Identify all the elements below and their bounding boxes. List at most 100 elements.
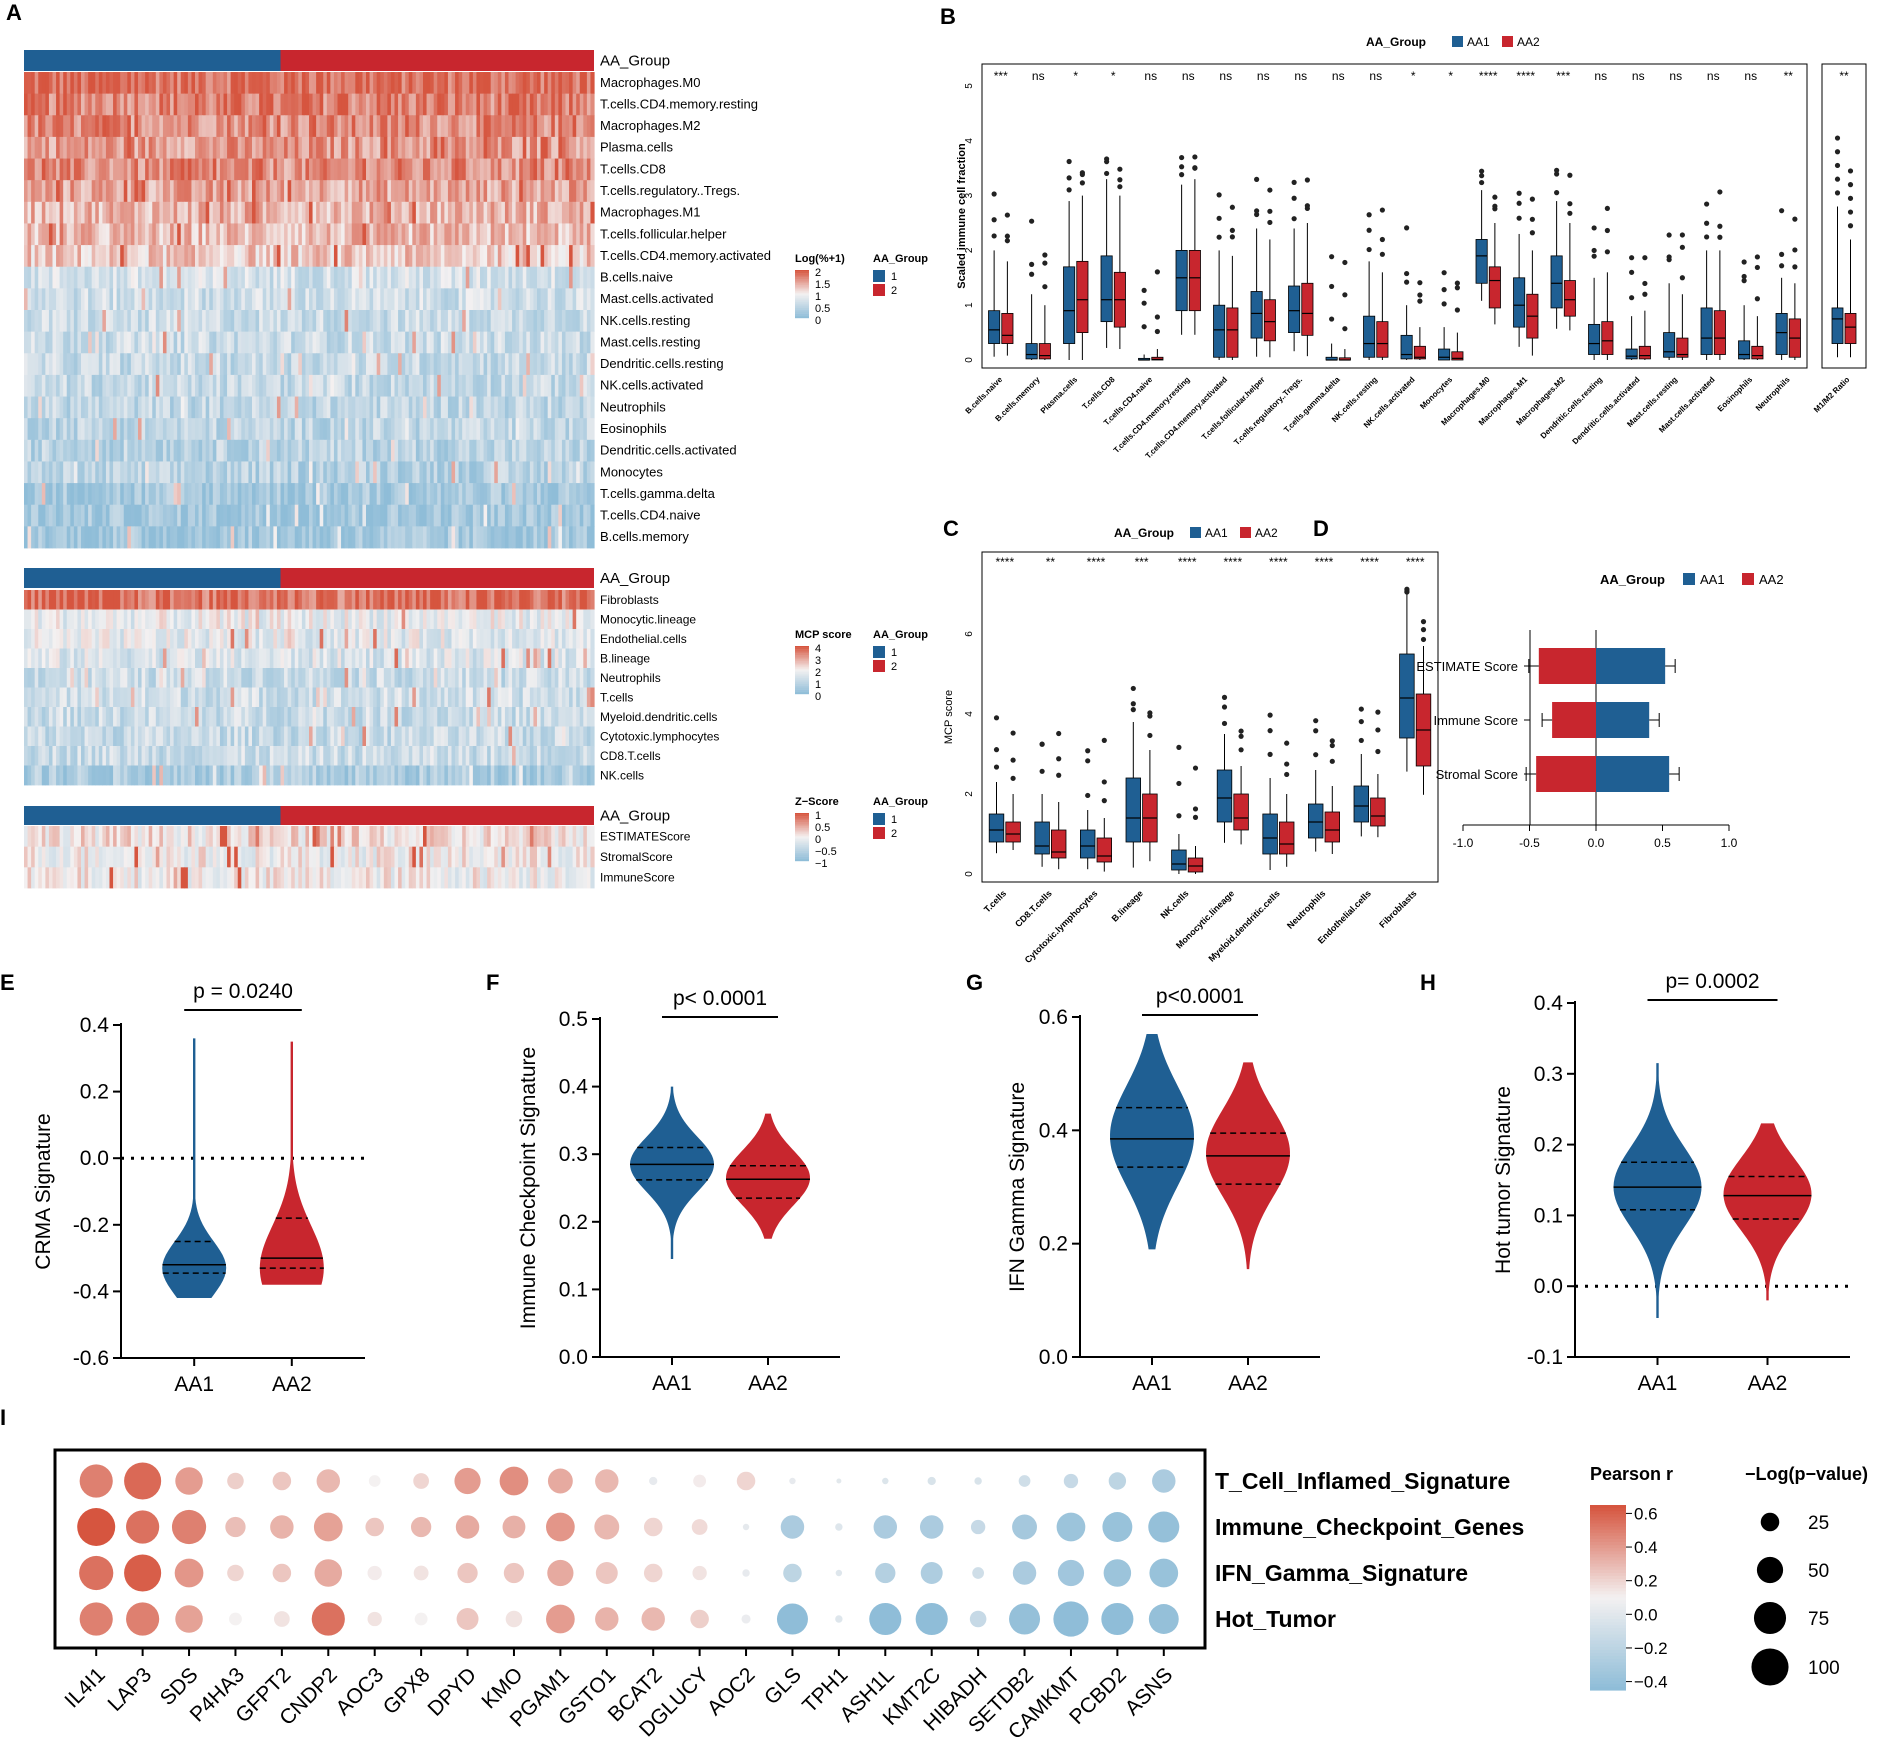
heat-cell bbox=[301, 648, 307, 669]
heat-cell bbox=[113, 158, 118, 181]
heat-cell bbox=[141, 245, 146, 268]
heat-cell bbox=[512, 158, 517, 181]
heat-cell bbox=[138, 746, 143, 766]
heat-cell bbox=[59, 396, 64, 419]
heat-cell bbox=[558, 648, 563, 669]
heat-cell bbox=[105, 504, 111, 527]
heat-cell bbox=[419, 223, 424, 246]
heat-cell bbox=[508, 288, 513, 311]
heat-cell bbox=[230, 136, 235, 159]
heat-cell bbox=[195, 726, 200, 747]
heat-cell bbox=[430, 115, 435, 138]
heat-cell bbox=[127, 483, 132, 506]
heat-cell bbox=[529, 629, 535, 649]
heat-cell bbox=[177, 72, 182, 95]
heat-cell bbox=[191, 158, 196, 181]
heat-cell bbox=[351, 687, 356, 708]
heat-cell bbox=[273, 504, 278, 527]
heat-cell bbox=[305, 687, 310, 708]
heat-cell bbox=[105, 483, 111, 506]
heat-cell bbox=[572, 629, 577, 649]
heat-cell bbox=[209, 223, 214, 246]
heat-cell bbox=[551, 396, 556, 419]
heat-cell bbox=[490, 668, 495, 688]
heat-cell bbox=[341, 310, 346, 333]
heat-cell bbox=[405, 374, 410, 397]
heat-cell bbox=[81, 158, 86, 181]
heat-cell bbox=[59, 158, 64, 181]
heat-cell bbox=[59, 668, 64, 688]
heat-cell bbox=[266, 526, 271, 549]
heat-cell bbox=[66, 396, 71, 419]
heat-cell bbox=[38, 93, 43, 116]
heat-cell bbox=[501, 439, 506, 462]
heat-cell bbox=[255, 201, 260, 224]
heat-cell bbox=[70, 201, 75, 224]
heat-cell bbox=[437, 331, 442, 354]
heat-cell bbox=[81, 746, 86, 766]
heat-cell bbox=[202, 629, 207, 649]
heatmap-row-label: T.cells.follicular.helper bbox=[600, 226, 727, 241]
heat-cell bbox=[155, 439, 160, 462]
heat-cell bbox=[63, 310, 68, 333]
heat-cell bbox=[512, 93, 517, 116]
heat-cell bbox=[341, 687, 346, 708]
heat-cell bbox=[255, 180, 260, 203]
heat-cell bbox=[533, 648, 538, 669]
heat-cell bbox=[209, 396, 214, 419]
heat-cell bbox=[138, 461, 143, 484]
heat-cell bbox=[298, 418, 303, 441]
heat-cell bbox=[569, 93, 574, 116]
heat-cell bbox=[483, 72, 488, 95]
heat-cell bbox=[127, 245, 132, 268]
heat-cell bbox=[462, 72, 467, 95]
heat-cell bbox=[430, 483, 435, 506]
heat-cell bbox=[430, 310, 435, 333]
heat-cell bbox=[462, 310, 467, 333]
heat-cell bbox=[191, 353, 196, 376]
heat-cell bbox=[31, 439, 36, 462]
heat-cell bbox=[447, 726, 453, 747]
heat-cell bbox=[34, 180, 39, 203]
heat-cell bbox=[540, 707, 545, 727]
heat-cell bbox=[109, 310, 114, 333]
heat-cell bbox=[180, 136, 185, 159]
heat-cell bbox=[41, 707, 46, 727]
heat-cell bbox=[358, 331, 364, 354]
heat-cell bbox=[383, 93, 388, 116]
heat-cell bbox=[419, 726, 424, 747]
heat-cell bbox=[437, 687, 442, 708]
heat-cell bbox=[572, 223, 577, 246]
heat-cell bbox=[344, 726, 349, 747]
heat-cell bbox=[141, 136, 146, 159]
heat-cell bbox=[95, 136, 100, 159]
heat-cell bbox=[355, 418, 360, 441]
heat-cell bbox=[487, 668, 492, 688]
heat-cell bbox=[504, 245, 510, 268]
heat-cell bbox=[195, 266, 200, 289]
heat-cell bbox=[244, 396, 250, 419]
heat-cell bbox=[237, 726, 242, 747]
heat-cell bbox=[455, 180, 460, 203]
heat-cell bbox=[198, 115, 203, 138]
heat-cell bbox=[219, 158, 225, 181]
heat-cell bbox=[187, 609, 193, 630]
heat-cell bbox=[355, 136, 360, 159]
heat-cell bbox=[366, 288, 371, 311]
heat-cell bbox=[177, 136, 182, 159]
heat-cell bbox=[447, 245, 453, 268]
heat-cell bbox=[230, 310, 235, 333]
heat-cell bbox=[565, 223, 570, 246]
heat-cell bbox=[572, 353, 577, 376]
heat-cell bbox=[138, 668, 143, 688]
heat-cell bbox=[109, 245, 114, 268]
heat-cell bbox=[547, 609, 552, 630]
heat-cell bbox=[451, 266, 456, 289]
heat-cell bbox=[547, 483, 552, 506]
heat-cell bbox=[319, 136, 324, 159]
heat-cell bbox=[561, 288, 567, 311]
heat-cell bbox=[512, 201, 517, 224]
heat-cell bbox=[255, 418, 260, 441]
heat-cell bbox=[554, 609, 559, 630]
